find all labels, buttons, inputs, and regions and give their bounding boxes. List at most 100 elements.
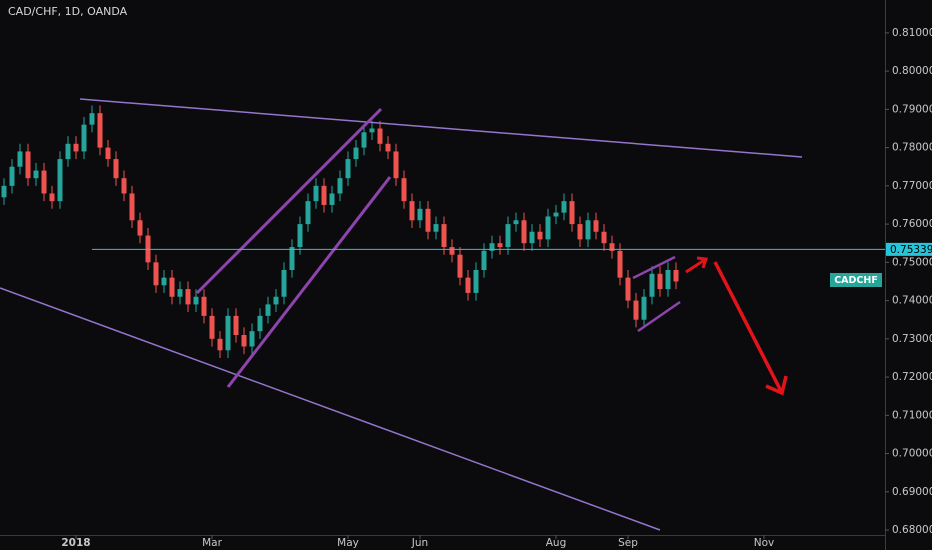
candle-body — [481, 250, 487, 270]
candle-body — [569, 201, 575, 225]
candle-body — [449, 247, 455, 255]
candle-body — [217, 338, 223, 351]
candle-body — [641, 296, 647, 320]
candle-body — [265, 304, 271, 316]
trend-line — [79, 98, 803, 158]
candle-body — [457, 254, 463, 278]
candle-body — [321, 185, 327, 205]
candle-body — [329, 193, 335, 205]
candle-body — [353, 147, 359, 160]
candle-body — [401, 178, 407, 202]
trend-line — [0, 287, 661, 531]
x-tick-label: Jun — [411, 537, 428, 549]
symbol-label-bg — [830, 273, 882, 287]
candle-body — [369, 128, 375, 133]
candle-body — [241, 334, 247, 347]
x-tick-label: May — [337, 537, 359, 549]
x-tick-label: Sep — [618, 537, 638, 549]
candle-body — [673, 269, 679, 282]
y-tick-label: 0.75000 — [892, 256, 932, 268]
candle-body — [609, 243, 615, 251]
x-tick-label: Aug — [546, 537, 567, 549]
candle-body — [425, 208, 431, 232]
candle-body — [201, 296, 207, 316]
channel-line — [632, 255, 676, 280]
candle-body — [1, 185, 7, 198]
candle-body — [473, 269, 479, 293]
channel-line — [637, 300, 681, 333]
candle-body — [233, 315, 239, 335]
candle-body — [289, 247, 295, 270]
candle-body — [33, 170, 39, 179]
y-tick-label: 0.68000 — [892, 524, 932, 536]
y-tick-label: 0.81000 — [892, 27, 932, 39]
candle-body — [169, 277, 175, 297]
candle-body — [89, 113, 95, 125]
candle-body — [137, 220, 143, 236]
candles — [1, 105, 679, 358]
candle-body — [49, 193, 55, 202]
candle-body — [377, 128, 383, 144]
candle-body — [417, 208, 423, 221]
candle-body — [65, 143, 71, 160]
candle-body — [649, 273, 655, 297]
candle-body — [97, 113, 103, 148]
candle-body — [585, 220, 591, 240]
candle-body — [225, 315, 231, 351]
candle-body — [81, 124, 87, 152]
candle-body — [249, 331, 255, 347]
candle-body — [393, 151, 399, 179]
x-tick-label: 2018 — [61, 537, 90, 549]
y-tick-label: 0.78000 — [892, 142, 932, 154]
x-tick-label: Nov — [754, 537, 775, 549]
y-tick-label: 0.70000 — [892, 448, 932, 460]
drawings — [0, 98, 803, 531]
candle-body — [537, 231, 543, 240]
candle-body — [489, 243, 495, 251]
candle-body — [337, 178, 343, 194]
candle-body — [617, 250, 623, 278]
candle-body — [513, 220, 519, 225]
channel-line — [195, 107, 383, 295]
candle-body — [121, 178, 127, 194]
y-tick-label: 0.76000 — [892, 218, 932, 230]
candle-body — [273, 296, 279, 305]
candle-body — [17, 151, 23, 167]
y-tick-label: 0.74000 — [892, 295, 932, 307]
candle-body — [625, 277, 631, 301]
candle-body — [25, 151, 31, 179]
candle-body — [297, 224, 303, 248]
channel-line — [226, 176, 392, 388]
candle-body — [521, 220, 527, 244]
candle-body — [465, 277, 471, 293]
y-tick-label: 0.79000 — [892, 103, 932, 115]
candle-body — [633, 300, 639, 320]
y-tick-label: 0.80000 — [892, 65, 932, 77]
arrow — [713, 261, 788, 396]
candle-body — [433, 224, 439, 232]
candle-body — [313, 185, 319, 202]
candle-body — [257, 315, 263, 332]
candle-body — [113, 159, 119, 179]
candle-body — [545, 216, 551, 240]
symbol-label: CADCHF — [834, 275, 878, 286]
y-tick-label: 0.73000 — [892, 333, 932, 345]
candle-body — [497, 243, 503, 248]
price-label-bg — [886, 242, 932, 256]
candle-body — [601, 231, 607, 244]
candle-body — [657, 273, 663, 290]
candle-body — [9, 166, 15, 186]
candle-body — [441, 224, 447, 248]
candle-body — [305, 201, 311, 225]
chart-title: CAD/CHF, 1D, OANDA — [8, 5, 128, 18]
candle-body — [73, 143, 79, 152]
candle-body — [105, 147, 111, 160]
price-label: 0.75339 — [890, 244, 932, 256]
candle-body — [505, 224, 511, 248]
candle-body — [529, 231, 535, 244]
candle-body — [361, 132, 367, 148]
candle-body — [561, 201, 567, 213]
